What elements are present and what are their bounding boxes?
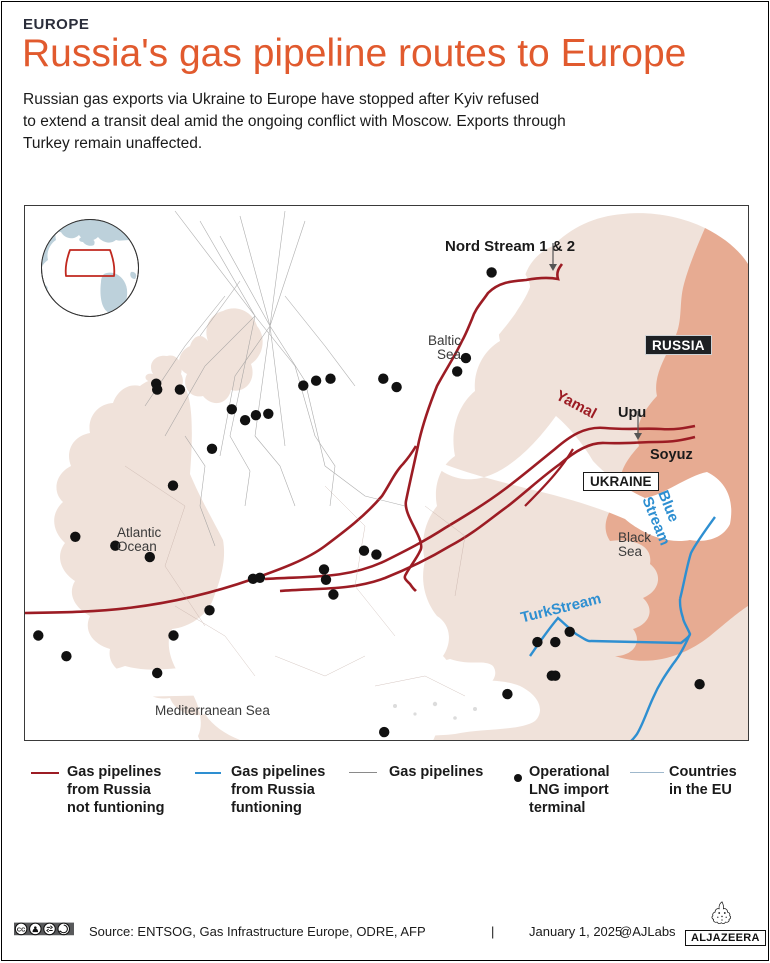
svg-text:SA: SA [47,935,52,939]
svg-text:NC: NC [33,935,38,939]
svg-text:CC: CC [17,928,26,934]
svg-text:BY: BY [19,935,24,939]
